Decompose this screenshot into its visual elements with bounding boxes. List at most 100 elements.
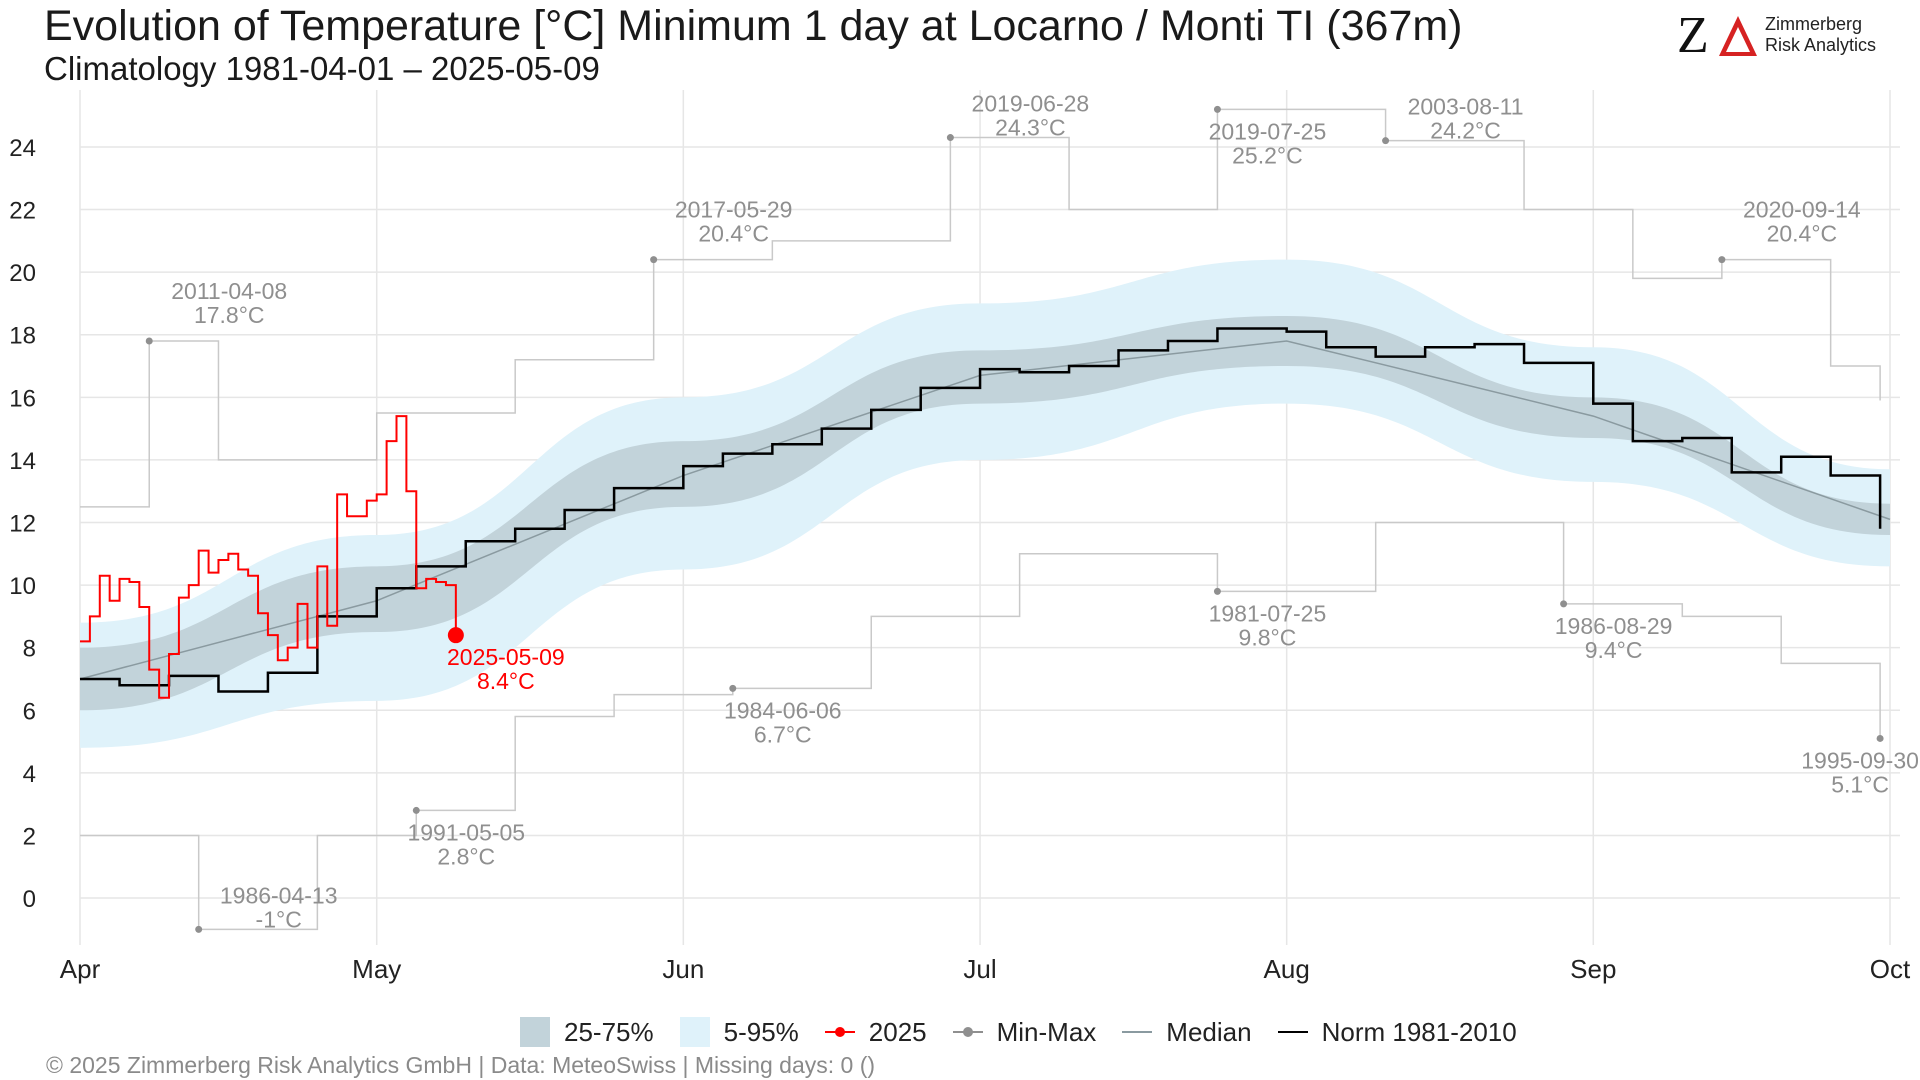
annotation-value: 8.4°C xyxy=(477,668,535,694)
annotation-date: 2019-06-28 xyxy=(972,91,1090,117)
annotation-value: 24.3°C xyxy=(995,115,1066,141)
x-tick-label: Apr xyxy=(60,954,101,984)
annotation-date: 2020-09-14 xyxy=(1743,197,1861,223)
annotation-value: 6.7°C xyxy=(754,721,812,747)
annotation-value: 25.2°C xyxy=(1232,142,1303,168)
record-point xyxy=(1213,587,1221,595)
x-tick-label: Aug xyxy=(1264,954,1310,984)
annotation-date: 1991-05-05 xyxy=(407,819,525,845)
x-tick-label: May xyxy=(352,954,401,984)
record-point xyxy=(1213,105,1221,113)
y-tick-label: 14 xyxy=(9,448,36,475)
y-tick-label: 8 xyxy=(23,636,36,663)
band-5-95 xyxy=(80,259,1890,748)
logo-delta-inner xyxy=(1726,27,1750,52)
legend-item-minmax: Min-Max xyxy=(952,1016,1097,1048)
y-tick-label: 20 xyxy=(9,260,36,287)
legend-label-p90: 5-95% xyxy=(723,1016,799,1047)
norm-line xyxy=(80,327,1882,693)
legend-label-minmax: Min-Max xyxy=(996,1016,1097,1047)
points-layer xyxy=(145,105,1884,933)
annotation-date: 1986-04-13 xyxy=(220,882,338,908)
chart-title: Evolution of Temperature [°C] Minimum 1 … xyxy=(44,2,1463,50)
legend-label-iqr: 25-75% xyxy=(564,1016,654,1047)
record-point xyxy=(1382,137,1390,145)
legend-label-median: Median xyxy=(1166,1016,1252,1047)
annotation-value: -1°C xyxy=(256,906,302,932)
current-point xyxy=(447,627,464,644)
y-tick-label: 0 xyxy=(23,886,36,913)
y-tick-label: 18 xyxy=(9,323,36,350)
legend-swatch-minmax xyxy=(952,1017,983,1047)
annotation-value: 9.4°C xyxy=(1585,637,1643,663)
legend-label-current: 2025 xyxy=(868,1016,927,1047)
record-point xyxy=(1718,256,1726,264)
annotation-value: 17.8°C xyxy=(194,302,265,328)
annotation-value: 5.1°C xyxy=(1831,771,1889,797)
chart-legend: 25-75% 5-95% 2025 Min-Max Median Norm 19… xyxy=(520,1014,1543,1050)
annotation-date: 2017-05-29 xyxy=(675,197,793,223)
record-point xyxy=(729,684,737,692)
footer-credits: © 2025 Zimmerberg Risk Analytics GmbH | … xyxy=(46,1052,876,1078)
record-point xyxy=(412,806,420,814)
annotation-date: 2019-07-25 xyxy=(1209,118,1327,144)
record-point xyxy=(145,337,153,345)
annotation-value: 9.8°C xyxy=(1239,624,1297,650)
y-tick-label: 4 xyxy=(23,761,36,788)
record-point xyxy=(1560,600,1568,608)
grid-layer xyxy=(79,90,1900,945)
x-tick-label: Sep xyxy=(1570,954,1616,984)
y-tick-label: 2 xyxy=(23,823,36,850)
y-tick-label: 10 xyxy=(9,573,36,600)
band-25-75 xyxy=(80,315,1890,711)
legend-swatch-norm xyxy=(1277,1017,1308,1047)
logo-line-2: Risk Analytics xyxy=(1765,35,1877,55)
x-tick-label: Oct xyxy=(1870,954,1911,984)
lines-layer xyxy=(79,108,1891,931)
legend-item-iqr: 25-75% xyxy=(520,1017,654,1048)
legend-item-current: 2025 xyxy=(824,1016,927,1048)
annotation-date: 1986-08-29 xyxy=(1555,613,1673,639)
annotation-date: 1995-09-30 xyxy=(1801,747,1919,773)
y-tick-label: 24 xyxy=(9,135,36,162)
legend-swatch-iqr xyxy=(520,1017,550,1047)
annotation-value: 24.2°C xyxy=(1430,118,1501,144)
annotation-date: 2011-04-08 xyxy=(171,278,287,304)
annotation-date: 1981-07-25 xyxy=(1209,600,1327,626)
legend-swatch-p90 xyxy=(679,1017,710,1047)
legend-item-norm: Norm 1981-2010 xyxy=(1277,1016,1517,1048)
y-tick-label: 12 xyxy=(9,511,36,538)
legend-item-p90: 5-95% xyxy=(679,1016,799,1048)
max-record-line xyxy=(80,108,1881,508)
chart-subtitle: Climatology 1981-04-01 – 2025-05-09 xyxy=(44,50,600,87)
record-point xyxy=(1876,734,1884,742)
legend-swatch-median xyxy=(1122,1017,1153,1047)
legend-item-median: Median xyxy=(1122,1016,1252,1048)
record-point xyxy=(650,256,658,264)
y-tick-label: 6 xyxy=(23,698,36,725)
y-tick-label: 22 xyxy=(9,198,36,225)
annotation-date: 2003-08-11 xyxy=(1408,94,1524,120)
logo-text: Zimmerberg Risk Analytics xyxy=(1765,14,1876,56)
legend-swatch-current xyxy=(824,1017,855,1047)
annotation-value: 20.4°C xyxy=(1767,221,1838,247)
x-tick-label: Jun xyxy=(662,954,704,984)
annotation-value: 20.4°C xyxy=(698,221,769,247)
legend-label-norm: Norm 1981-2010 xyxy=(1321,1016,1517,1047)
current-year-line xyxy=(80,415,457,699)
brand-logo: Z Zimmerberg Risk Analytics xyxy=(1677,7,1902,64)
annotation-value: 2.8°C xyxy=(437,843,495,869)
min-record-line xyxy=(80,521,1881,931)
logo-line-1: Zimmerberg xyxy=(1765,14,1863,34)
logo-z-mark: Z xyxy=(1677,7,1709,64)
bands-layer xyxy=(80,259,1890,748)
x-tick-label: Jul xyxy=(963,954,996,984)
record-point xyxy=(195,925,203,933)
record-point xyxy=(946,134,954,142)
annotation-date: 1984-06-06 xyxy=(724,697,842,723)
annotation-date: 2025-05-09 xyxy=(447,644,565,670)
y-tick-label: 16 xyxy=(9,385,36,412)
